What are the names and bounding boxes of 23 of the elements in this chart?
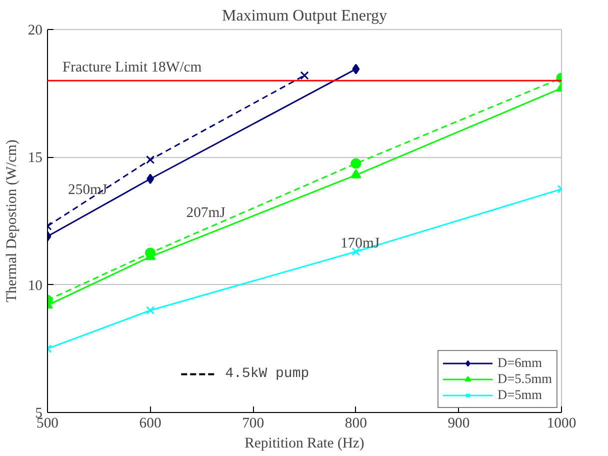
x-axis-title: Repitition Rate (Hz) bbox=[244, 436, 364, 452]
y-tick-label: 15 bbox=[28, 150, 42, 166]
point bbox=[300, 71, 309, 80]
x-tick-label: 800 bbox=[344, 416, 367, 432]
legend-label: D=6mm bbox=[497, 355, 542, 371]
y-tick-label: 20 bbox=[28, 22, 42, 38]
x-tick-label: 900 bbox=[448, 416, 470, 432]
point bbox=[146, 174, 154, 184]
x-tick-label: 600 bbox=[139, 416, 162, 432]
y-tick-label: 10 bbox=[28, 278, 42, 294]
annotation: 207mJ bbox=[186, 205, 226, 221]
y-axis-title: Thermal Depostion (W/cm) bbox=[4, 139, 20, 302]
annotation: 4.5kW pump bbox=[225, 366, 310, 382]
legend-label: D=5mm bbox=[497, 387, 542, 403]
annotation: 170mJ bbox=[340, 236, 380, 252]
ref-line-label: Fracture Limit 18W/cm bbox=[62, 60, 202, 76]
point bbox=[352, 64, 360, 74]
x-tick-label: 1000 bbox=[546, 416, 576, 432]
x-tick-label: 700 bbox=[242, 416, 264, 432]
annotation: 250mJ bbox=[68, 182, 108, 198]
chart-title: Maximum Output Energy bbox=[222, 8, 388, 24]
point bbox=[146, 155, 155, 164]
legend-label: D=5.5mm bbox=[497, 371, 552, 387]
